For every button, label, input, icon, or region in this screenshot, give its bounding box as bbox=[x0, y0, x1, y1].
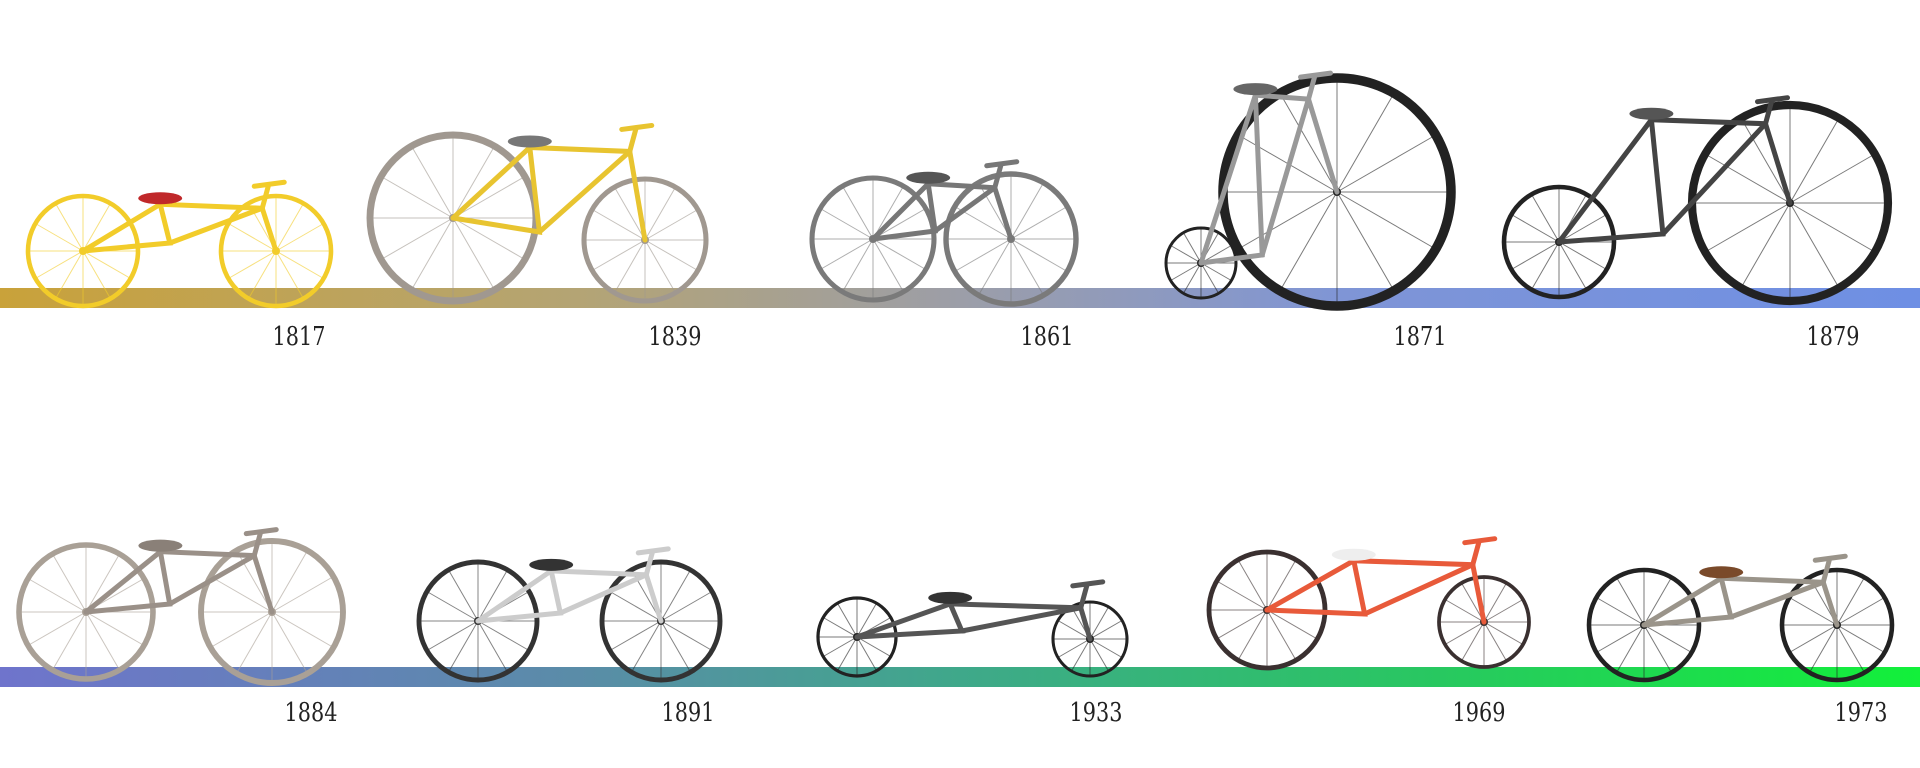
front-wheel bbox=[1051, 600, 1129, 678]
rear-wheel bbox=[16, 542, 156, 682]
bicycle-1817 bbox=[25, 179, 334, 309]
frame bbox=[854, 579, 1106, 642]
frame bbox=[83, 527, 279, 615]
year-label-1969: 1969 bbox=[1452, 698, 1506, 728]
year-label-1884: 1884 bbox=[284, 698, 338, 728]
rear-wheel bbox=[1501, 184, 1617, 300]
saddle bbox=[1629, 107, 1674, 120]
year-label-1879: 1879 bbox=[1806, 322, 1860, 352]
front-wheel bbox=[218, 193, 334, 309]
saddle bbox=[928, 591, 973, 604]
front-wheel bbox=[1779, 567, 1895, 683]
bicycle-1839 bbox=[366, 122, 709, 305]
year-label-1973: 1973 bbox=[1834, 698, 1888, 728]
bicycle-1884 bbox=[16, 527, 346, 686]
frame bbox=[1198, 70, 1340, 266]
front-wheel bbox=[581, 176, 709, 304]
year-label-1861: 1861 bbox=[1020, 322, 1074, 352]
bicycle-1969 bbox=[1206, 536, 1531, 671]
frame bbox=[80, 179, 287, 254]
year-label-1933: 1933 bbox=[1069, 698, 1123, 728]
rear-wheel bbox=[809, 175, 937, 303]
bicycle-1973 bbox=[1586, 553, 1895, 683]
saddle bbox=[906, 171, 951, 184]
rear-wheel bbox=[25, 193, 141, 309]
saddle bbox=[138, 539, 183, 552]
saddle bbox=[507, 135, 552, 148]
bicycle-1933 bbox=[816, 579, 1129, 678]
frame bbox=[870, 159, 1020, 242]
rear-wheel bbox=[416, 559, 540, 683]
frame bbox=[1264, 536, 1498, 625]
year-label-1891: 1891 bbox=[661, 698, 715, 728]
rear-wheel bbox=[1586, 567, 1702, 683]
frame bbox=[1641, 553, 1848, 628]
bicycle-1871 bbox=[1164, 70, 1456, 311]
year-label-1871: 1871 bbox=[1393, 322, 1447, 352]
year-label-1839: 1839 bbox=[648, 322, 702, 352]
saddle bbox=[138, 192, 183, 205]
bicycle-1861 bbox=[809, 159, 1079, 307]
frame bbox=[1556, 95, 1793, 245]
saddle bbox=[1699, 566, 1744, 579]
saddle bbox=[1233, 83, 1278, 96]
year-label-1817: 1817 bbox=[272, 322, 326, 352]
front-wheel bbox=[198, 538, 346, 686]
bicycle-1879 bbox=[1501, 95, 1893, 306]
frame bbox=[475, 546, 671, 624]
saddle bbox=[529, 558, 574, 571]
frame bbox=[450, 122, 655, 243]
front-wheel bbox=[943, 171, 1079, 307]
saddle bbox=[1331, 548, 1376, 561]
bicycle-1891 bbox=[416, 546, 723, 683]
